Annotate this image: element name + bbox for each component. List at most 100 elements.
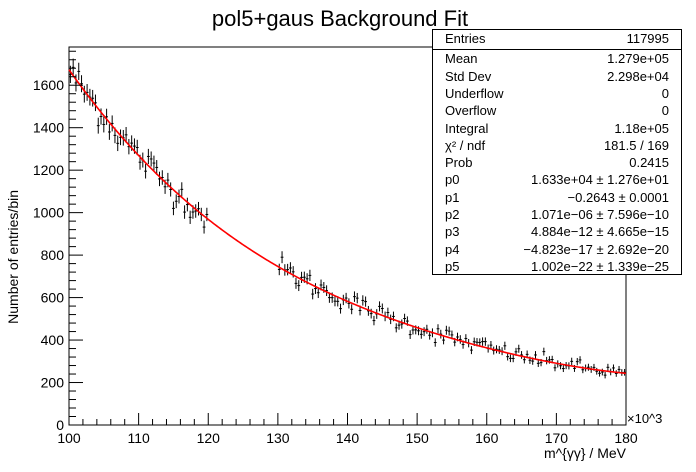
data-point [378, 301, 381, 312]
x-tick-label: 170 [545, 430, 569, 446]
stats-row: Underflow 0 [433, 86, 681, 104]
stats-row: Prob 0.2415 [433, 155, 681, 173]
data-point [553, 364, 557, 372]
stats-label: p2 [445, 207, 460, 222]
data-point [277, 263, 281, 276]
stats-label: Underflow [445, 85, 504, 101]
stats-label: Mean [445, 51, 478, 67]
data-point [82, 85, 86, 103]
data-point [481, 337, 484, 346]
data-point [155, 160, 159, 175]
data-point [595, 367, 599, 375]
stats-box: Entries 117995 Mean 1.279e+05 Std Dev 2.298e+… [432, 29, 682, 275]
data-point [470, 346, 473, 355]
data-point [536, 359, 540, 367]
data-point [534, 351, 537, 359]
stats-row: Std Dev 2.298e+04 [433, 69, 681, 87]
stats-value: −0.2643 ± 0.0001 [567, 189, 669, 205]
data-point [339, 303, 342, 314]
data-point [458, 335, 462, 344]
data-point [353, 291, 356, 302]
data-point [116, 135, 120, 152]
data-point [149, 151, 153, 167]
y-tick-label: 1400 [33, 120, 64, 136]
data-point [506, 352, 510, 361]
stats-value: 117995 [626, 31, 669, 46]
data-point [347, 298, 351, 309]
data-point [169, 182, 173, 197]
data-point [316, 287, 320, 299]
data-point [202, 220, 206, 234]
stats-row: p2 1.071e−06 ± 7.596e−10 [433, 207, 681, 225]
stats-row: p0 1.633e+04 ± 1.276e+01 [433, 172, 681, 190]
data-point [300, 271, 303, 283]
data-point [575, 357, 579, 366]
stats-value: 4.884e−12 ± 4.665e−15 [531, 224, 669, 240]
x-axis-exponent: ×10^3 [627, 411, 662, 426]
x-axis: 100 110 120 130 140 150 160 170 180 [57, 413, 638, 446]
data-point [403, 313, 406, 324]
data-point [587, 363, 590, 371]
y-tick-label: 0 [56, 417, 64, 433]
data-point [442, 335, 445, 345]
stats-row: Integral 1.18e+05 [433, 121, 681, 139]
data-point [314, 283, 317, 294]
y-tick-label: 400 [41, 332, 65, 348]
stats-value: 181.5 / 169 [603, 137, 669, 153]
data-point [542, 347, 546, 356]
x-tick-label: 100 [57, 430, 81, 446]
stats-label: Overflow [445, 103, 497, 119]
data-point [308, 269, 312, 282]
data-point [517, 344, 521, 353]
data-point [71, 58, 75, 77]
data-point [355, 292, 359, 304]
y-tick-label: 1200 [33, 162, 64, 178]
data-point [350, 304, 354, 315]
stats-value: 2.298e+04 [607, 68, 669, 84]
data-point [146, 148, 150, 164]
stats-label: Prob [445, 155, 473, 171]
stats-row: Entries 117995 [433, 31, 681, 49]
stats-label: Entries [445, 31, 486, 46]
data-point [464, 334, 468, 343]
data-point [444, 325, 448, 335]
data-point [96, 117, 100, 134]
stats-label: p0 [445, 172, 460, 188]
y-tick-label: 1600 [33, 77, 64, 93]
y-axis: 0 200 400 600 800 1000 1200 1400 1600 [33, 50, 83, 433]
data-point [489, 341, 493, 350]
data-point [158, 171, 161, 187]
data-point [408, 330, 412, 339]
data-point [520, 351, 523, 359]
stats-title-separator [433, 49, 681, 50]
data-point [617, 365, 621, 373]
stats-value: 1.279e+05 [607, 51, 669, 67]
stats-label: p5 [445, 258, 460, 274]
data-point [425, 324, 429, 334]
data-point [172, 201, 175, 216]
data-point [91, 89, 95, 107]
x-tick-label: 120 [197, 430, 221, 446]
stats-label: χ² / ndf [445, 137, 486, 153]
data-point [197, 201, 200, 216]
data-point [294, 277, 298, 289]
stats-row: p3 4.884e−12 ± 4.665e−15 [433, 224, 681, 242]
stats-row: p1 −0.2643 ± 0.0001 [433, 190, 681, 208]
stats-value: 0.2415 [629, 155, 669, 171]
y-tick-label: 1000 [33, 205, 64, 221]
stats-value: 0 [661, 85, 669, 101]
data-point [614, 370, 618, 377]
data-points [69, 58, 626, 379]
data-point [77, 62, 81, 81]
x-tick-label: 110 [127, 430, 150, 446]
data-point [361, 295, 365, 306]
stats-row: Overflow 0 [433, 103, 681, 121]
data-point [74, 74, 78, 92]
data-point [422, 327, 426, 337]
stats-label: p3 [445, 224, 460, 240]
data-point [328, 292, 331, 303]
x-tick-label: 160 [475, 430, 499, 446]
data-point [311, 288, 315, 300]
y-tick-label: 800 [41, 247, 65, 263]
data-point [185, 197, 189, 212]
